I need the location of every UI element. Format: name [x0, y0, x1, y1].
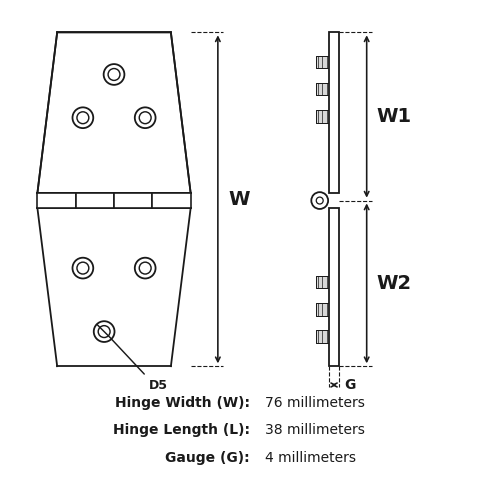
- Circle shape: [72, 108, 94, 128]
- Bar: [316, 56, 328, 68]
- Bar: [328, 32, 340, 193]
- Bar: [328, 208, 340, 366]
- Circle shape: [72, 258, 94, 278]
- Bar: [38, 193, 76, 208]
- Text: D5: D5: [148, 378, 168, 392]
- Circle shape: [77, 262, 89, 274]
- Circle shape: [135, 258, 156, 278]
- Bar: [316, 330, 328, 342]
- Text: W2: W2: [376, 274, 412, 293]
- Bar: [316, 83, 328, 96]
- Circle shape: [139, 262, 151, 274]
- Circle shape: [77, 112, 89, 124]
- Bar: [152, 193, 190, 208]
- Text: W: W: [228, 190, 250, 209]
- Circle shape: [94, 321, 114, 342]
- Circle shape: [312, 192, 328, 209]
- Text: Gauge (G):: Gauge (G):: [166, 450, 250, 464]
- Bar: [114, 193, 152, 208]
- Bar: [316, 110, 328, 122]
- Circle shape: [104, 64, 124, 85]
- Bar: [316, 56, 328, 68]
- Bar: [316, 303, 328, 316]
- Circle shape: [98, 326, 110, 338]
- Circle shape: [139, 112, 151, 124]
- Text: Hinge Length (L):: Hinge Length (L):: [113, 424, 250, 438]
- Bar: [316, 83, 328, 96]
- Text: 76 millimeters: 76 millimeters: [265, 396, 364, 410]
- Text: W1: W1: [376, 107, 412, 126]
- Bar: [76, 193, 114, 208]
- Text: 4 millimeters: 4 millimeters: [265, 450, 356, 464]
- Bar: [316, 110, 328, 122]
- Text: G: G: [344, 378, 356, 392]
- Circle shape: [135, 108, 156, 128]
- Text: Hinge Width (W):: Hinge Width (W):: [115, 396, 250, 410]
- Circle shape: [108, 68, 120, 80]
- Bar: [316, 276, 328, 288]
- Bar: [316, 303, 328, 316]
- Bar: [316, 330, 328, 342]
- Bar: [316, 276, 328, 288]
- Circle shape: [316, 197, 323, 204]
- Text: 38 millimeters: 38 millimeters: [265, 424, 364, 438]
